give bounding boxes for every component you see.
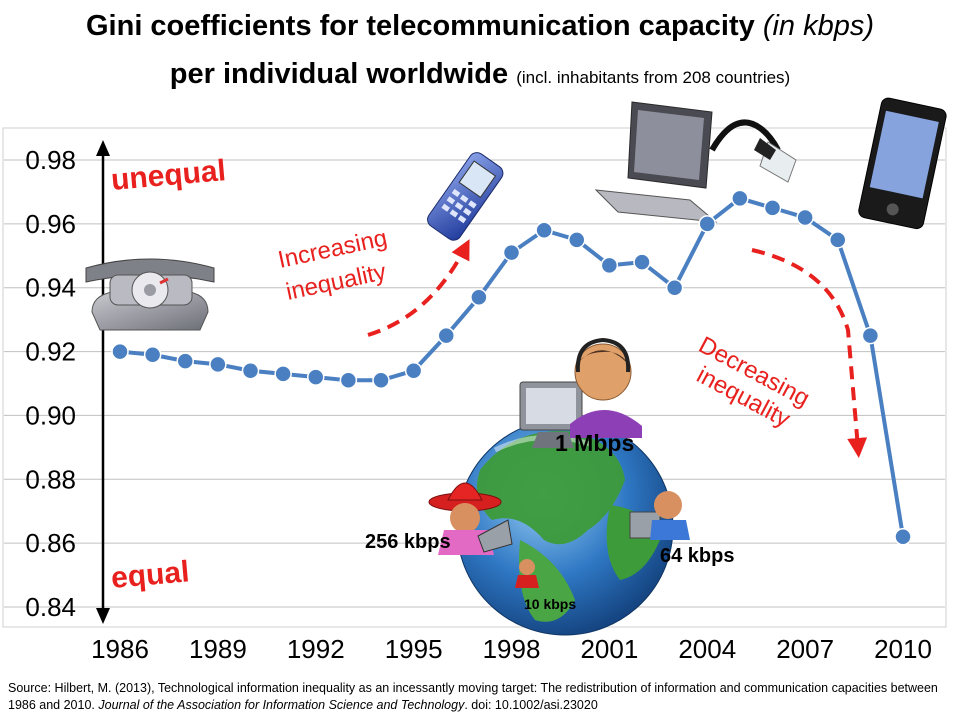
x-tick-label: 2004 [678, 634, 736, 664]
increasing-inequality-annotation: Increasing inequality [276, 224, 470, 337]
x-axis-tick-labels: 1986 1989 1992 1995 1998 2001 2004 2007 2010 [91, 634, 932, 664]
data-point [404, 361, 423, 380]
y-tick-label: 0.94 [25, 273, 76, 303]
increasing-arrow [367, 239, 470, 337]
data-point [209, 355, 227, 374]
data-point [568, 231, 586, 249]
source-prefix: Source: Hilbert, M. (2013), Technologica… [8, 681, 938, 712]
data-point [143, 346, 162, 364]
data-point [698, 215, 716, 233]
rotary-telephone-icon [85, 258, 215, 331]
data-point [437, 326, 455, 345]
x-tick-label: 1998 [483, 634, 541, 664]
smartphone-icon [858, 97, 947, 230]
person-sombrero-icon [428, 482, 513, 555]
person-computer-icon [629, 491, 690, 540]
y-tick-label: 0.84 [25, 592, 76, 622]
source-suffix: . doi: 10.1002/asi.23020 [464, 698, 598, 712]
data-point [307, 368, 325, 386]
x-tick-label: 2001 [580, 634, 638, 664]
data-point [535, 221, 553, 239]
data-point [665, 278, 684, 297]
title-main: Gini coefficients for telecommunication … [85, 10, 763, 42]
ethernet-cable-icon [709, 119, 797, 183]
decreasing-inequality-annotation: Decreasing inequality [692, 248, 868, 458]
data-point [274, 365, 292, 383]
data-point [861, 326, 880, 345]
data-point [502, 243, 521, 262]
chart-title-line2: per individual worldwide (incl. inhabita… [0, 58, 960, 91]
chart-title-line1: Gini coefficients for telecommunication … [0, 10, 960, 43]
x-tick-label: 1995 [385, 634, 443, 664]
speed-label-10kbps: 10 kbps [524, 596, 576, 612]
source-journal: Journal of the Association for Informati… [98, 698, 465, 712]
source-note: Source: Hilbert, M. (2013), Technologica… [8, 680, 952, 714]
data-point [372, 371, 390, 390]
y-axis-tick-labels: 0.84 0.86 0.88 0.90 0.92 0.94 0.96 0.98 [25, 145, 76, 622]
data-point [633, 253, 651, 271]
data-point [731, 189, 749, 208]
gini-series [111, 189, 912, 546]
speed-label-256kbps: 256 kbps [365, 531, 451, 553]
y-tick-label: 0.92 [25, 337, 76, 367]
data-point [111, 342, 129, 361]
x-tick-label: 1989 [189, 634, 247, 664]
y-tick-label: 0.88 [25, 464, 76, 494]
x-tick-label: 1986 [91, 634, 149, 664]
globe-icon [456, 418, 674, 636]
x-tick-label: 2010 [874, 634, 932, 664]
mobile-phone-icon [427, 152, 504, 241]
person-small-icon [515, 559, 539, 588]
x-tick-label: 2007 [776, 634, 834, 664]
speed-label-1mbps: 1 Mbps [555, 430, 634, 456]
data-point [470, 288, 488, 307]
y-tick-label: 0.86 [25, 528, 76, 558]
inequality-axis-arrow [96, 140, 110, 624]
x-tick-label: 1992 [287, 634, 345, 664]
y-tick-label: 0.98 [25, 145, 76, 175]
equal-label: equal [110, 555, 191, 595]
y-tick-label: 0.90 [25, 400, 76, 430]
title-unit: (in kbps) [762, 10, 875, 42]
data-point [241, 361, 260, 380]
plot-frame [2, 127, 947, 628]
unequal-label: unequal [110, 154, 227, 197]
person-headset-icon [519, 337, 642, 448]
decreasing-arrow [751, 248, 868, 458]
laptop-icon [594, 101, 718, 223]
data-point [763, 199, 782, 217]
speed-label-64kbps: 64 kbps [660, 545, 734, 567]
title-main-2: per individual worldwide [169, 58, 517, 90]
title-note: (incl. inhabitants from 208 countries) [516, 68, 791, 87]
data-point [600, 256, 619, 275]
y-tick-label: 0.96 [25, 209, 76, 239]
data-point [894, 528, 912, 546]
data-point [796, 208, 814, 227]
data-point [176, 352, 194, 370]
data-point [829, 231, 847, 249]
data-point [339, 371, 358, 390]
